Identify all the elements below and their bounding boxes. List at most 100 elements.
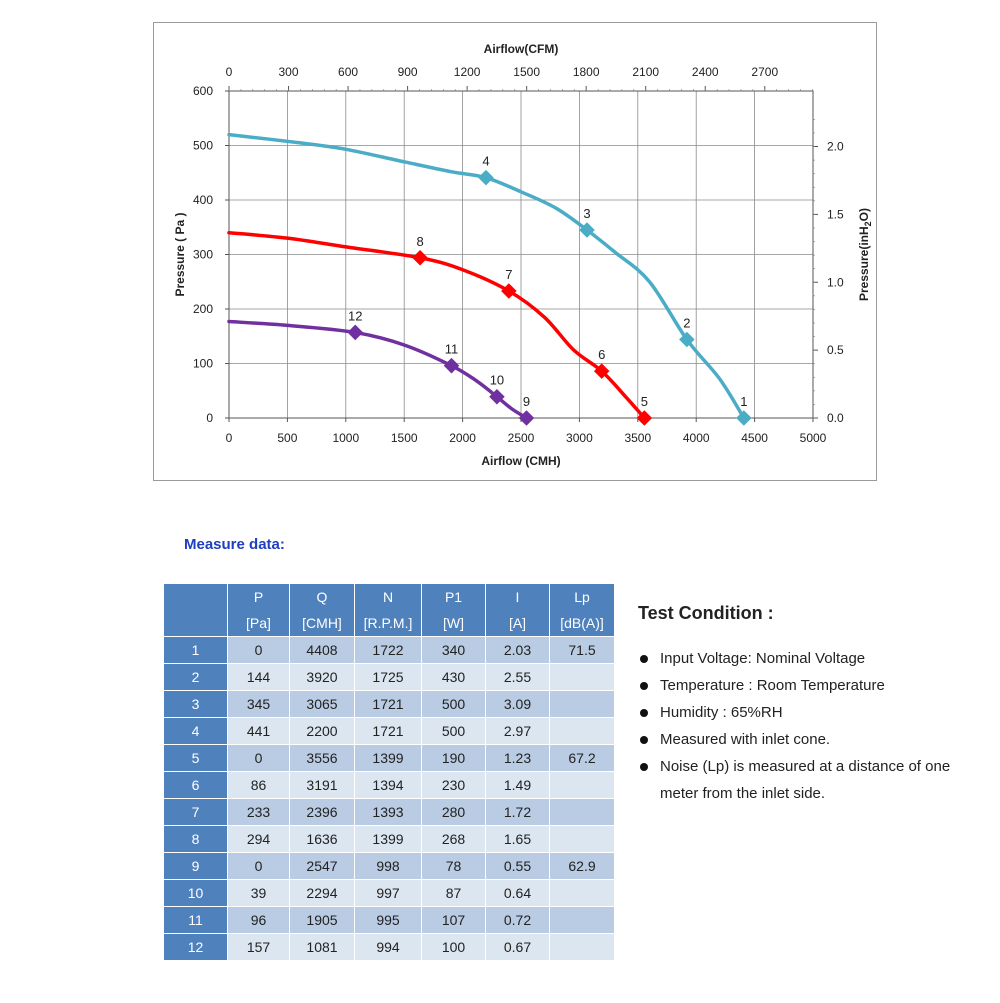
top-tick-label: 1800 [573, 65, 600, 79]
x-tick-label: 3000 [566, 431, 593, 445]
data-point-label: 4 [482, 154, 489, 169]
top-tick-label: 2700 [751, 65, 778, 79]
table-cell: 1.49 [485, 771, 550, 799]
table-header-i: I [A] [485, 583, 550, 637]
table-cell: 995 [354, 906, 422, 934]
bullet-icon [640, 736, 648, 744]
table-cell: 1399 [354, 825, 422, 853]
table-cell: 2396 [289, 798, 355, 826]
row-label: 4 [163, 717, 228, 745]
top-tick-label: 900 [398, 65, 418, 79]
table-cell: 1722 [354, 636, 422, 664]
y-tick-label: 600 [193, 84, 213, 98]
table-cell: 1721 [354, 717, 422, 745]
table-cell [549, 663, 615, 691]
table-cell: 2294 [289, 879, 355, 907]
x-tick-label: 500 [277, 431, 297, 445]
data-point-label: 6 [598, 347, 605, 362]
row-label: 1 [163, 636, 228, 664]
data-point-label: 5 [641, 394, 648, 409]
table-cell: 157 [227, 933, 290, 961]
row-label: 11 [163, 906, 228, 934]
table-header-n: N [R.P.M.] [354, 583, 422, 637]
table-cell: 3065 [289, 690, 355, 718]
y-tick-label: 400 [193, 193, 213, 207]
table-row: 11 96 1905 995 107 0.72 [163, 906, 615, 934]
table-cell: 430 [421, 663, 486, 691]
table-header-blank [163, 583, 228, 637]
right-tick-label: 2.0 [827, 140, 844, 154]
data-point-marker [736, 410, 752, 426]
table-cell: 3920 [289, 663, 355, 691]
data-point-label: 11 [445, 342, 459, 357]
data-point-marker [579, 222, 595, 238]
y-tick-label: 0 [206, 411, 213, 425]
row-label: 2 [163, 663, 228, 691]
row-label: 5 [163, 744, 228, 772]
table-cell [549, 717, 615, 745]
table-cell: 294 [227, 825, 290, 853]
data-point-label: 2 [683, 316, 690, 331]
table-row: 3 345 3065 1721 500 3.09 [163, 690, 615, 718]
table-row: 12 157 1081 994 100 0.67 [163, 933, 615, 961]
data-point-marker [478, 169, 494, 186]
table-cell: 0.67 [485, 933, 550, 961]
table-cell: 345 [227, 690, 290, 718]
test-condition-item: Temperature : Room Temperature [638, 672, 958, 699]
table-header-p: P [Pa] [227, 583, 290, 637]
y-tick-label: 300 [193, 248, 213, 262]
table-cell: 1394 [354, 771, 422, 799]
row-label: 8 [163, 825, 228, 853]
table-cell [549, 933, 615, 961]
x-tick-label: 0 [226, 431, 233, 445]
table-cell: 100 [421, 933, 486, 961]
bullet-icon [640, 709, 648, 717]
table-row: 7 233 2396 1393 280 1.72 [163, 798, 615, 826]
x-tick-label: 5000 [800, 431, 827, 445]
table-cell: 3191 [289, 771, 355, 799]
table-cell [549, 825, 615, 853]
test-condition-item: Measured with inlet cone. [638, 726, 958, 753]
table-cell: 0 [227, 744, 290, 772]
row-label: 3 [163, 690, 228, 718]
table-cell: 1393 [354, 798, 422, 826]
test-condition-title: Test Condition : [638, 603, 774, 623]
table-cell: 280 [421, 798, 486, 826]
top-tick-label: 600 [338, 65, 358, 79]
right-tick-label: 1.0 [827, 275, 844, 289]
table-cell: 67.2 [549, 744, 615, 772]
table-cell: 441 [227, 717, 290, 745]
table-row: 6 86 3191 1394 230 1.49 [163, 771, 615, 799]
x-tick-label: 2500 [508, 431, 535, 445]
test-condition-item: Noise (Lp) is measured at a distance of … [638, 753, 958, 807]
y-axis-label: Pressure ( Pa ) [173, 212, 187, 296]
x-tick-label: 1000 [332, 431, 359, 445]
table-cell: 500 [421, 717, 486, 745]
table-cell: 2.97 [485, 717, 550, 745]
series-line [227, 319, 529, 420]
data-point-label: 1 [740, 394, 747, 409]
table-cell: 71.5 [549, 636, 615, 664]
top-tick-label: 300 [279, 65, 299, 79]
table-cell [549, 906, 615, 934]
row-label: 9 [163, 852, 228, 880]
row-label: 6 [163, 771, 228, 799]
table-row: 9 0 2547 998 78 0.55 62.9 [163, 852, 615, 880]
table-cell: 144 [227, 663, 290, 691]
data-point-marker [347, 324, 364, 341]
table-cell: 3556 [289, 744, 355, 772]
table-cell: 997 [354, 879, 422, 907]
x-tick-label: 3500 [624, 431, 651, 445]
table-cell: 107 [421, 906, 486, 934]
table-cell: 0 [227, 636, 290, 664]
table-cell [549, 798, 615, 826]
table-cell: 0.64 [485, 879, 550, 907]
data-point-marker [412, 249, 428, 266]
table-cell: 39 [227, 879, 290, 907]
chart-frame: 0 500 1000 1500 2000 2500 3000 3500 4000 4500 5000… [153, 22, 877, 481]
table-cell: 190 [421, 744, 486, 772]
data-point-label: 9 [523, 394, 530, 409]
data-point-marker [501, 283, 517, 299]
top-tick-label: 2400 [692, 65, 719, 79]
row-label: 7 [163, 798, 228, 826]
